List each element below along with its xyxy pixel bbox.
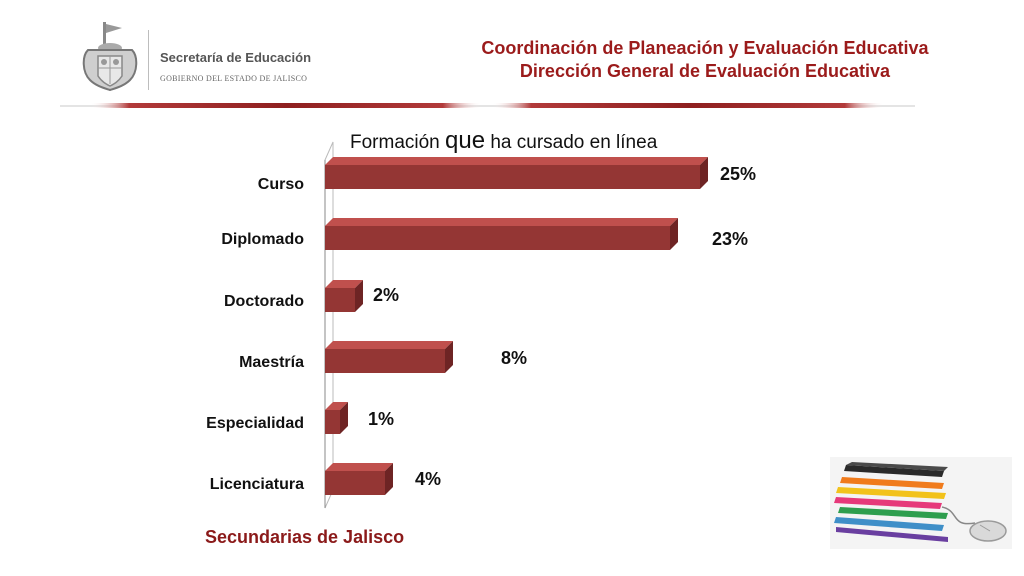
chart-title-prefix: Formación — [350, 132, 440, 153]
bar-top-doctorado — [325, 280, 363, 288]
bar-maestria — [325, 349, 445, 373]
header-title-line1: Coordinación de Planeación y Evaluación … — [481, 38, 929, 58]
category-label-especialidad: Especialidad — [206, 415, 304, 432]
bar-diplomado — [325, 226, 670, 250]
bar-curso — [325, 165, 700, 189]
logo-subtitle: GOBIERNO DEL ESTADO DE JALISCO — [160, 74, 308, 83]
bar-licenciatura — [325, 471, 385, 495]
bar-side-especialidad — [340, 402, 348, 434]
bar-top-diplomado — [325, 218, 678, 226]
bar-side-licenciatura — [385, 463, 393, 495]
header-title-line2: Dirección General de Evaluación Educativ… — [519, 61, 891, 81]
bar-top-licenciatura — [325, 463, 393, 471]
jalisco-seal-icon — [82, 22, 138, 92]
chart-title: Formación que ha cursado en línea — [350, 127, 657, 155]
value-label-maestria: 8% — [501, 348, 527, 368]
bar-top-maestria — [325, 341, 453, 349]
category-label-diplomado: Diplomado — [221, 231, 304, 248]
bar-top-curso — [325, 157, 708, 165]
logo-divider — [148, 30, 149, 90]
books-mouse-icon — [830, 457, 1012, 549]
logo-name: Secretaría de Educación — [160, 50, 312, 65]
chart-title-suffix: ha cursado en línea — [490, 132, 658, 153]
header-divider — [60, 103, 915, 108]
footer-label: Secundarias de Jalisco — [205, 527, 405, 547]
bar-doctorado — [325, 288, 355, 312]
bar-especialidad — [325, 410, 340, 434]
value-label-doctorado: 2% — [373, 285, 399, 305]
bar-side-doctorado — [355, 280, 363, 312]
category-label-doctorado: Doctorado — [224, 293, 304, 310]
axis-wall — [324, 141, 334, 509]
chart-title-emphasis: que — [445, 127, 486, 154]
category-label-maestria: Maestría — [239, 354, 304, 371]
value-label-curso: 25% — [720, 164, 756, 184]
value-label-especialidad: 1% — [368, 409, 394, 429]
bar-side-diplomado — [670, 218, 678, 250]
value-label-licenciatura: 4% — [415, 469, 441, 489]
bar-side-curso — [700, 157, 708, 189]
bar-side-maestria — [445, 341, 453, 373]
government-logo: Secretaría de Educación GOBIERNO DEL EST… — [78, 20, 312, 95]
bar-top-especialidad — [325, 402, 348, 410]
value-label-diplomado: 23% — [712, 229, 748, 249]
category-label-curso: Curso — [258, 176, 304, 193]
category-label-licenciatura: Licenciatura — [210, 476, 304, 493]
